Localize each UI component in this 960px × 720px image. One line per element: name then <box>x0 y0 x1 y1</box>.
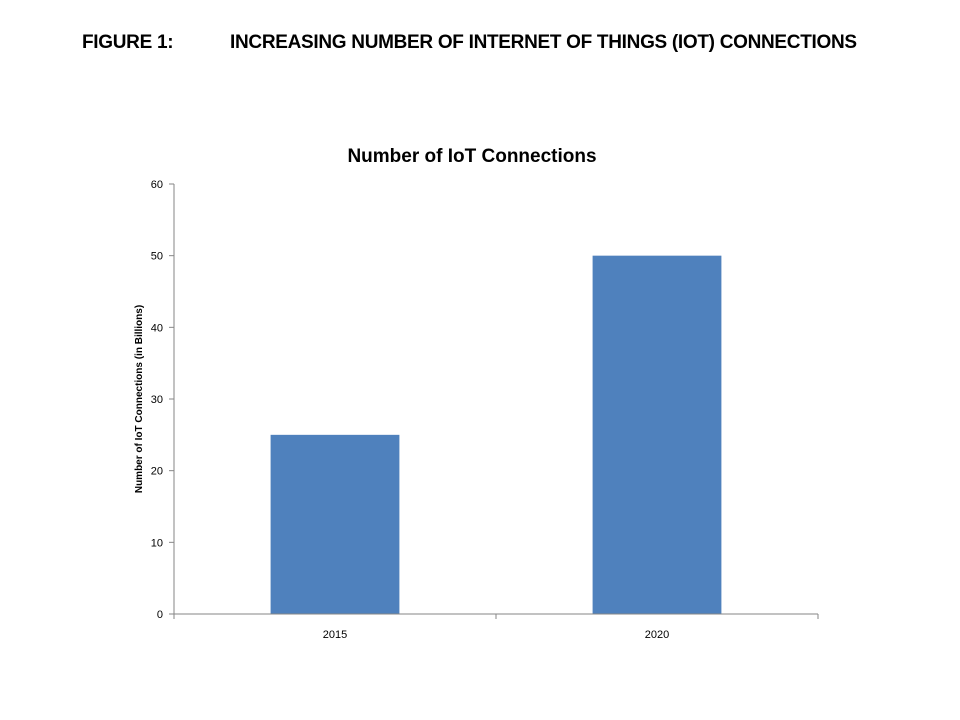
y-tick-label: 30 <box>151 394 163 406</box>
y-tick-label: 40 <box>151 322 163 334</box>
bar-2020 <box>592 255 722 614</box>
y-tick-label: 60 <box>151 179 163 191</box>
x-tick-label: 2015 <box>323 629 347 641</box>
y-axis-label: Number of IoT Connections (in Billions) <box>134 305 145 493</box>
y-tick-label: 10 <box>151 537 163 549</box>
bar-2015 <box>270 434 400 614</box>
figure-number: FIGURE 1: <box>82 32 174 53</box>
figure-caption: INCREASING NUMBER OF INTERNET OF THINGS … <box>230 32 857 53</box>
y-tick-label: 50 <box>151 251 163 263</box>
chart-title: Number of IoT Connections <box>347 146 596 167</box>
y-tick-label: 20 <box>151 466 163 478</box>
x-tick-label: 2020 <box>645 629 669 641</box>
y-tick-label: 0 <box>157 609 163 621</box>
